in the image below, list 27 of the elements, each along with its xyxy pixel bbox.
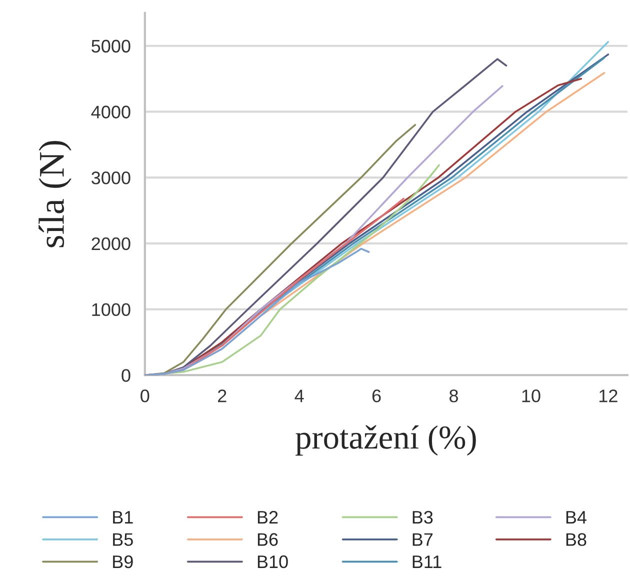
- y-tick-label: 5000: [92, 40, 130, 53]
- legend-label: B3: [412, 510, 433, 524]
- legend-label: B5: [113, 533, 133, 546]
- x-tick-label: 10: [522, 390, 540, 402]
- y-tick-label: 4000: [91, 106, 130, 118]
- y-tick-label: 2000: [92, 237, 130, 250]
- legend-label: B10: [258, 555, 288, 568]
- legend-label: B2: [258, 510, 278, 524]
- x-tick-label: 12: [600, 390, 618, 402]
- legend-label: B9: [113, 555, 133, 568]
- x-tick-label: 0: [140, 390, 150, 402]
- y-tick-label: 0: [122, 369, 130, 382]
- line-series: [144, 248, 370, 376]
- legend-label: B11: [412, 556, 442, 568]
- x-tick-label: 8: [450, 390, 458, 402]
- x-tick-label: 6: [372, 390, 381, 402]
- y-axis-title: síla (N): [38, 140, 72, 248]
- y-tick-label: 1000: [92, 303, 130, 316]
- legend-label: B6: [258, 533, 278, 546]
- x-tick-label: 4: [294, 390, 304, 402]
- x-tick-label: 2: [218, 390, 226, 402]
- legend-label: B4: [566, 511, 586, 524]
- legend-label: B8: [566, 533, 586, 546]
- legend-label: B7: [412, 533, 433, 546]
- legend-label: B1: [113, 511, 133, 524]
- y-tick-label: 3000: [92, 172, 130, 184]
- x-axis-title: protažení (%): [296, 425, 476, 456]
